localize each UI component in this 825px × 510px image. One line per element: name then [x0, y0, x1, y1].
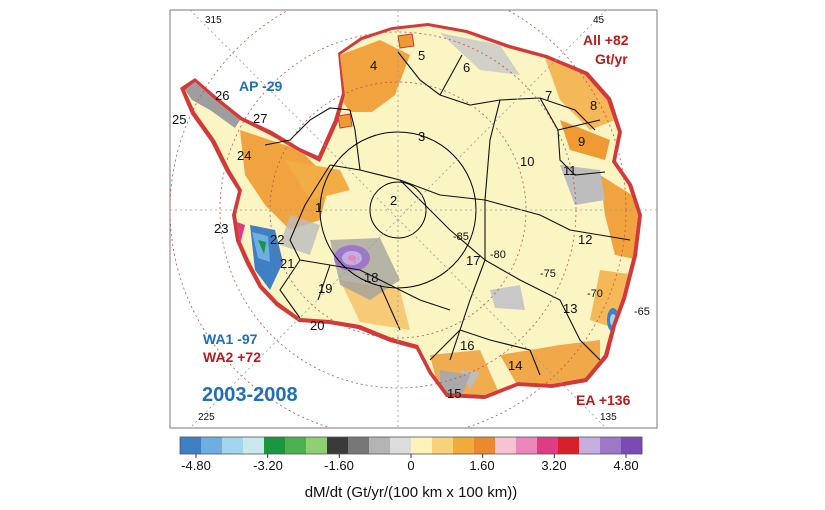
colorbar-swatch — [600, 437, 622, 454]
basin-5: 5 — [418, 48, 425, 63]
basin-9: 9 — [578, 134, 585, 149]
basin-7: 7 — [545, 88, 552, 103]
latitude-label-80: -80 — [490, 249, 506, 261]
island-b — [337, 113, 353, 129]
colorbar-swatch — [327, 437, 349, 454]
colorbar-tick-6: 4.80 — [613, 458, 638, 473]
latitude-label-75: -75 — [540, 268, 556, 280]
colorbar-swatch — [180, 437, 202, 454]
basin-22: 22 — [270, 232, 284, 247]
basin-14: 14 — [508, 358, 522, 373]
basin-8: 8 — [590, 98, 597, 113]
basin-19: 19 — [318, 281, 332, 296]
colorbar-swatch — [411, 437, 433, 454]
latitude-label-65: -65 — [634, 306, 650, 318]
basin-1: 1 — [315, 200, 322, 215]
colorbar-swatch — [243, 437, 265, 454]
peninsula-band — [185, 82, 240, 128]
basin-18: 18 — [364, 270, 378, 285]
latitude-label-85: -85 — [453, 231, 469, 243]
latitude-label-70: -70 — [587, 288, 603, 300]
basin-15: 15 — [447, 386, 461, 401]
region-wa2-total: WA2 +72 — [203, 349, 261, 365]
colorbar-swatch — [432, 437, 454, 454]
basin-17: 17 — [466, 253, 480, 268]
colorbar-tick-5: 3.20 — [541, 458, 566, 473]
region-all-unit: Gt/yr — [595, 51, 628, 67]
basin-20: 20 — [310, 318, 324, 333]
colorbar-tick-0: -4.80 — [181, 458, 211, 473]
colorbar-label: dM/dt (Gt/yr/(100 km x 100 km)) — [305, 484, 518, 501]
basin-11: 11 — [563, 163, 577, 178]
basin-26: 26 — [215, 88, 229, 103]
basin-10: 10 — [520, 154, 534, 169]
colorbar-swatch — [222, 437, 244, 454]
longitude-label-225: 225 — [198, 412, 215, 423]
basin-3: 3 — [418, 129, 425, 144]
longitude-label-45: 45 — [593, 15, 605, 26]
colorbar-swatch — [474, 437, 496, 454]
graticule — [170, 10, 657, 428]
region-ap-total: AP -29 — [239, 78, 283, 94]
basin-12: 12 — [578, 232, 592, 247]
colorbar-swatch — [558, 437, 580, 454]
colorbar-tick-2: -1.60 — [324, 458, 354, 473]
basin-24: 24 — [237, 148, 251, 163]
basin-16: 16 — [460, 338, 474, 353]
antarctica-ice-sheet — [185, 26, 638, 395]
basin-13: 13 — [563, 301, 577, 316]
colorbar-tick-4: 1.60 — [469, 458, 494, 473]
colorbar-swatch — [348, 437, 370, 454]
region-ea-total: EA +136 — [576, 392, 631, 408]
basin-23: 23 — [214, 221, 228, 236]
colorbar-swatch — [264, 437, 286, 454]
basin-25: 25 — [172, 112, 186, 127]
region-all-total: All +82 — [583, 32, 629, 48]
basin-2: 2 — [390, 193, 397, 208]
colorbar-swatch — [579, 437, 601, 454]
colorbar-swatch — [390, 437, 412, 454]
colorbar-swatch — [306, 437, 328, 454]
basin-4: 4 — [370, 58, 377, 73]
colorbar-swatch — [516, 437, 538, 454]
colorbar — [179, 436, 643, 458]
basin-labels: 1 2 3 4 5 6 7 8 9 10 11 12 13 14 15 16 1… — [172, 48, 597, 401]
colorbar-tick-3: 0 — [407, 458, 414, 473]
colorbar-swatch — [495, 437, 517, 454]
island-a — [397, 33, 415, 49]
basin-27: 27 — [253, 111, 267, 126]
region-wa1-total: WA1 -97 — [203, 331, 258, 347]
longitude-label-315: 315 — [205, 15, 222, 26]
period-label: 2003-2008 — [202, 384, 298, 406]
colorbar-swatch — [453, 437, 475, 454]
colorbar-swatch — [201, 437, 223, 454]
colorbar-swatch — [621, 437, 643, 454]
colorbar-swatch — [369, 437, 391, 454]
longitude-label-135: 135 — [600, 412, 617, 423]
basin-21: 21 — [280, 256, 294, 271]
colorbar-tick-1: -3.20 — [253, 458, 283, 473]
basin-6: 6 — [463, 60, 470, 75]
colorbar-swatch — [285, 437, 307, 454]
colorbar-swatch — [537, 437, 559, 454]
